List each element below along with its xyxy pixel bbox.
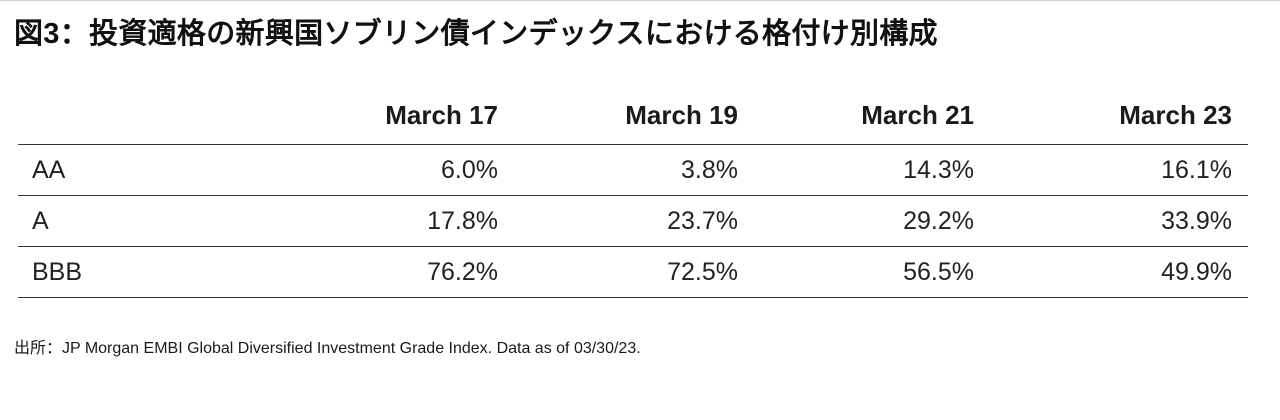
cell-aa-march-17: 6.0% <box>278 144 514 196</box>
source-note: 出所：JP Morgan EMBI Global Diversified Inv… <box>14 340 641 357</box>
table-row-aa: AA 6.0% 3.8% 14.3% 16.1% <box>18 144 1248 196</box>
cell-bbb-march-19: 72.5% <box>514 246 754 298</box>
table-row-bbb: BBB 76.2% 72.5% 56.5% 49.9% <box>18 246 1248 298</box>
cell-a-march-19: 23.7% <box>514 195 754 247</box>
cell-a-march-21: 29.2% <box>754 195 990 247</box>
chart-title: 図3：投資適格の新興国ソブリン債インデックスにおける格付け別構成 <box>14 18 938 50</box>
cell-bbb-march-17: 76.2% <box>278 246 514 298</box>
column-header-march-21: March 21 <box>754 86 990 145</box>
cell-aa-march-23: 16.1% <box>990 144 1248 196</box>
row-label-bbb: BBB <box>18 246 278 298</box>
cell-a-march-23: 33.9% <box>990 195 1248 247</box>
cell-aa-march-21: 14.3% <box>754 144 990 196</box>
column-header-march-17: March 17 <box>278 86 514 145</box>
cell-bbb-march-23: 49.9% <box>990 246 1248 298</box>
table-header-row: March 17 March 19 March 21 March 23 <box>18 86 1248 145</box>
cell-a-march-17: 17.8% <box>278 195 514 247</box>
table-row-a: A 17.8% 23.7% 29.2% 33.9% <box>18 195 1248 247</box>
column-header-march-23: March 23 <box>990 86 1248 145</box>
cell-bbb-march-21: 56.5% <box>754 246 990 298</box>
column-header-label <box>18 86 278 145</box>
row-label-aa: AA <box>18 144 278 196</box>
rating-composition-table: March 17 March 19 March 21 March 23 AA 6… <box>18 86 1248 298</box>
column-header-march-19: March 19 <box>514 86 754 145</box>
cell-aa-march-19: 3.8% <box>514 144 754 196</box>
top-rule <box>0 0 1280 1</box>
row-label-a: A <box>18 195 278 247</box>
